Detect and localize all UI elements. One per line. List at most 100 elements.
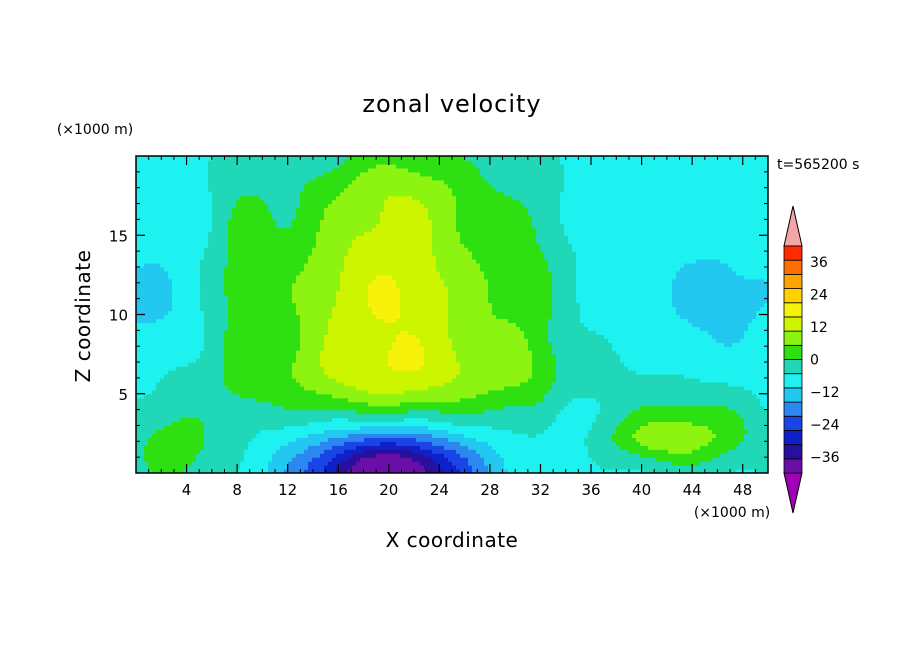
field-cell [136, 469, 153, 473]
field-cell [312, 457, 333, 462]
field-cell [552, 270, 577, 276]
x-axis-unit: (×1000 m) [694, 505, 770, 521]
field-cell [340, 163, 377, 169]
colorbar-segment [783, 245, 803, 261]
field-cell [224, 350, 297, 355]
field-cell [552, 286, 577, 292]
field-cell [576, 286, 673, 292]
field-cell [292, 366, 325, 371]
field-cell [460, 441, 489, 446]
field-cell [316, 235, 357, 240]
field-cell [204, 433, 257, 438]
field-cell [528, 338, 549, 343]
field-cell [432, 227, 457, 232]
field-cell [448, 318, 509, 324]
field-cell [308, 461, 329, 466]
field-cell [232, 389, 317, 395]
field-cell [136, 207, 213, 213]
field-cell [452, 187, 497, 193]
field-cell [416, 437, 449, 442]
field-cell [472, 465, 489, 470]
field-cell [716, 338, 741, 343]
field-cell [580, 314, 681, 320]
field-cell [304, 262, 345, 268]
field-cell [456, 449, 477, 454]
colorbar-segment [783, 359, 803, 375]
field-cell [228, 326, 301, 331]
field-cell [300, 342, 325, 347]
field-cell [732, 342, 768, 347]
field-cell [488, 294, 553, 300]
field-cell [204, 255, 229, 260]
field-cell [564, 187, 768, 193]
field-cell [472, 255, 545, 260]
field-cell [548, 338, 609, 343]
field-cell [644, 469, 737, 473]
field-cell [136, 441, 149, 446]
field-cell [292, 457, 313, 462]
field-cell [136, 369, 169, 375]
field-cell [456, 195, 513, 201]
field-cell [324, 346, 393, 351]
field-cell [448, 298, 489, 304]
field-cell [396, 318, 449, 324]
field-cell [344, 449, 365, 454]
field-cell [532, 219, 561, 224]
field-cell [324, 429, 449, 434]
field-cell [708, 330, 745, 335]
field-cell [336, 453, 353, 458]
field-cell [448, 310, 493, 316]
field-cell [204, 247, 229, 252]
field-cell [600, 465, 768, 470]
field-cell [560, 207, 768, 213]
field-cell [312, 247, 349, 252]
field-cell [228, 219, 277, 224]
field-cell [488, 278, 553, 284]
field-cell [368, 286, 401, 292]
y-axis-ticks: 5 10 15 [109, 171, 768, 458]
field-cell [564, 223, 768, 228]
field-cell [228, 306, 297, 312]
field-cell [432, 231, 461, 236]
field-cell [532, 223, 565, 228]
field-cell [408, 167, 481, 173]
field-cell [700, 326, 749, 331]
y-tick-label: 15 [109, 227, 128, 245]
field-cell [172, 290, 201, 296]
field-cell [444, 278, 489, 284]
field-cell [228, 302, 297, 308]
field-cell [560, 156, 768, 161]
field-cell [204, 441, 249, 446]
field-cell [224, 270, 301, 276]
field-cell [640, 405, 729, 411]
field-cell [460, 235, 537, 240]
field-cell [476, 393, 545, 399]
field-cell [680, 314, 757, 320]
field-cell [348, 251, 433, 256]
field-cell [236, 199, 265, 205]
field-cell [148, 441, 205, 446]
field-cell [344, 159, 473, 165]
field-cell [444, 179, 489, 185]
field-cell [308, 255, 345, 260]
field-cell [600, 401, 761, 407]
field-cell [432, 433, 465, 438]
field-cell [552, 346, 613, 351]
field-cell [392, 342, 421, 347]
field-cell [224, 369, 293, 375]
field-cell [432, 449, 457, 454]
field-cell [672, 282, 768, 288]
field-cell [392, 366, 421, 371]
field-cell [256, 397, 349, 403]
field-cell [340, 465, 353, 470]
field-cell [584, 437, 613, 442]
field-cell [416, 334, 449, 339]
field-cell [420, 461, 437, 466]
field-cell [240, 393, 333, 399]
field-cell [296, 358, 321, 363]
field-cell [424, 350, 457, 355]
field-cell [136, 457, 145, 462]
field-cell [292, 286, 341, 292]
field-cell [212, 215, 233, 220]
field-cell [400, 286, 449, 292]
